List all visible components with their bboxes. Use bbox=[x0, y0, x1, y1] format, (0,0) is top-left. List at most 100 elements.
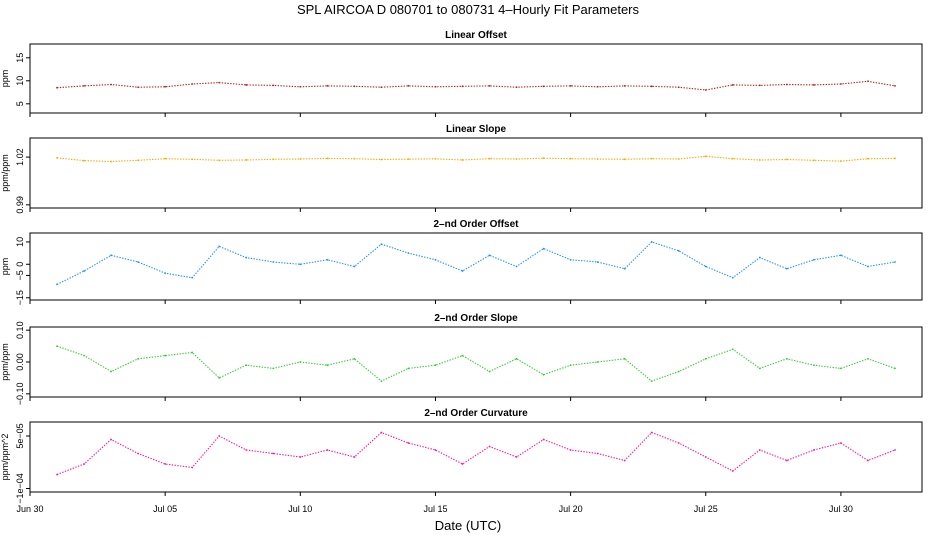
data-point bbox=[840, 254, 842, 257]
data-point bbox=[623, 158, 626, 161]
data-point bbox=[785, 158, 788, 161]
data-point bbox=[137, 159, 140, 162]
data-point bbox=[515, 158, 518, 160]
data-point bbox=[650, 241, 653, 243]
data-point bbox=[110, 83, 112, 86]
y-tick-label: 0.00 bbox=[15, 353, 25, 371]
data-point bbox=[434, 364, 437, 367]
x-axis: Jun 30 Jul 05 Jul 10 Jul 15 Jul 20 Jul 25 Jul … bbox=[16, 504, 852, 514]
y-tick-label: −1e−04 bbox=[15, 473, 25, 504]
data-point bbox=[218, 435, 221, 437]
data-point bbox=[272, 367, 275, 370]
data-point bbox=[380, 86, 383, 89]
data-point bbox=[731, 348, 734, 351]
data-point bbox=[704, 265, 707, 268]
data-point bbox=[596, 261, 599, 263]
data-point bbox=[110, 160, 112, 163]
data-point bbox=[407, 84, 410, 87]
x-tick-label: Jul 15 bbox=[423, 504, 447, 514]
data-point bbox=[353, 157, 356, 160]
y-tick-label: 15 bbox=[15, 53, 25, 63]
data-point bbox=[164, 85, 167, 88]
data-point bbox=[137, 261, 140, 263]
data-point bbox=[218, 245, 221, 248]
data-point bbox=[840, 442, 842, 444]
data-point bbox=[461, 354, 464, 357]
data-point bbox=[650, 85, 653, 88]
data-point bbox=[245, 84, 248, 86]
y-axis-label: ppm/ppm bbox=[0, 154, 10, 192]
data-point bbox=[677, 442, 680, 444]
data-point bbox=[542, 438, 545, 441]
data-point bbox=[569, 157, 572, 160]
data-point bbox=[434, 157, 437, 160]
data-point bbox=[407, 367, 410, 370]
panel-2: Linear Slope ppm/ppm 0.99 1.02 bbox=[0, 124, 923, 214]
data-point bbox=[867, 157, 869, 160]
data-point bbox=[840, 367, 842, 370]
data-point bbox=[353, 456, 356, 458]
data-point bbox=[434, 449, 437, 451]
data-point bbox=[515, 86, 518, 89]
data-point bbox=[380, 380, 383, 382]
data-point bbox=[812, 449, 815, 451]
data-point bbox=[299, 361, 302, 363]
data-point bbox=[83, 159, 85, 162]
data-point bbox=[164, 157, 167, 160]
data-point bbox=[380, 243, 383, 246]
data-point bbox=[191, 83, 194, 85]
data-point bbox=[56, 86, 58, 89]
data-point bbox=[677, 370, 680, 373]
data-point bbox=[191, 276, 194, 279]
data-point bbox=[894, 449, 896, 451]
panel-4: 2–nd Order Slope ppm/ppm −0.10 0.00 0.10 bbox=[0, 313, 923, 405]
y-axis-label: ppm/ppm bbox=[0, 343, 10, 381]
data-point bbox=[83, 84, 85, 87]
y-tick-label: 10 bbox=[15, 76, 25, 86]
data-point bbox=[867, 357, 869, 360]
data-point bbox=[245, 159, 248, 161]
y-tick-label: 1.02 bbox=[15, 148, 25, 166]
data-point bbox=[677, 86, 680, 89]
data-point bbox=[569, 364, 572, 367]
data-point bbox=[407, 442, 410, 444]
data-point bbox=[272, 261, 275, 263]
data-point bbox=[380, 431, 383, 434]
data-line bbox=[56, 345, 896, 382]
data-point bbox=[569, 258, 572, 261]
data-point bbox=[704, 357, 707, 360]
data-point bbox=[218, 81, 221, 84]
data-point bbox=[758, 256, 761, 259]
data-line bbox=[56, 80, 896, 91]
y-tick-label: 5 bbox=[15, 101, 25, 106]
data-point bbox=[650, 380, 653, 382]
data-point bbox=[353, 265, 356, 268]
data-point bbox=[191, 158, 194, 161]
data-point bbox=[623, 459, 626, 462]
data-point bbox=[272, 84, 275, 87]
data-point bbox=[840, 83, 842, 85]
y-tick-label: −15 bbox=[15, 290, 25, 305]
data-point bbox=[677, 158, 680, 160]
data-point bbox=[542, 157, 545, 160]
data-point bbox=[83, 354, 85, 357]
data-point bbox=[434, 85, 437, 88]
panel-title: 2–nd Order Curvature bbox=[424, 408, 528, 419]
data-point bbox=[515, 456, 518, 458]
data-point bbox=[785, 83, 788, 86]
data-point bbox=[137, 452, 140, 455]
data-point bbox=[812, 84, 815, 86]
data-point bbox=[218, 377, 221, 379]
data-line bbox=[56, 155, 896, 163]
data-point bbox=[299, 263, 302, 266]
data-point bbox=[488, 254, 491, 257]
data-point bbox=[299, 158, 302, 160]
figure-title: SPL AIRCOA D 080701 to 080731 4–Hourly F… bbox=[297, 2, 640, 17]
panel-frame bbox=[29, 326, 923, 398]
data-point bbox=[164, 272, 167, 275]
data-point bbox=[867, 80, 869, 83]
data-point bbox=[488, 84, 491, 87]
data-point bbox=[542, 373, 545, 376]
data-point bbox=[245, 449, 248, 451]
